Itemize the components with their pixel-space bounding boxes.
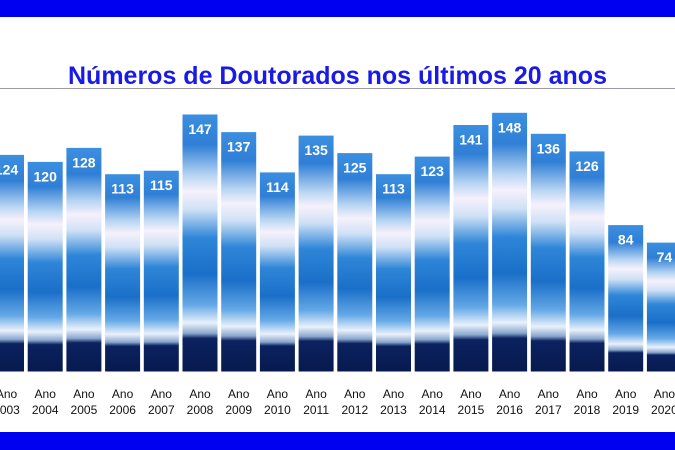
top-frame-bar <box>0 0 675 17</box>
category-label-2017: Ano 2017 <box>535 387 562 417</box>
category-label-2003: Ano2003 <box>0 387 20 417</box>
bottom-frame-bar <box>0 432 675 450</box>
value-label-2008: 147 <box>188 121 212 137</box>
chart-title: Números de Doutorados nos últimos 20 ano… <box>68 62 607 90</box>
bar-2020 <box>645 241 675 373</box>
value-label-2016: 148 <box>498 119 522 135</box>
value-label-2017: 136 <box>537 140 561 156</box>
value-label-2018: 126 <box>575 158 599 174</box>
value-label-2014: 123 <box>421 163 445 179</box>
value-label-2020: 74 <box>657 249 673 265</box>
category-label-2005: Ano 2005 <box>71 387 98 417</box>
value-label-2011: 135 <box>304 142 328 158</box>
value-label-2006: 113 <box>111 181 134 197</box>
category-label-2004: Ano 2004 <box>32 387 59 417</box>
value-label-2015: 141 <box>459 132 483 148</box>
bar-2007 <box>142 169 180 373</box>
bar-2014 <box>413 155 451 373</box>
value-label-2010: 114 <box>266 179 289 195</box>
bar-2017 <box>529 132 567 373</box>
bar-2013 <box>375 173 412 373</box>
value-label-2005: 128 <box>72 154 96 170</box>
bar-2012 <box>336 152 374 373</box>
value-label-2007: 115 <box>150 177 173 193</box>
bar-2006 <box>104 173 142 373</box>
category-label-2010: Ano 2010 <box>264 387 291 417</box>
value-label-2019: 84 <box>618 232 634 248</box>
value-label-2013: 113 <box>382 181 405 197</box>
category-label-2015: Ano 2015 <box>458 387 485 417</box>
category-label-2009: Ano 2009 <box>225 387 252 417</box>
bar-2011 <box>297 134 335 373</box>
category-label-2013: Ano 2013 <box>380 387 407 417</box>
category-label-2012: Ano 2012 <box>341 387 368 417</box>
title-rule <box>0 88 675 89</box>
category-label-2007: Ano 2007 <box>148 387 175 417</box>
bars-group: 124 120 128 113 115 147 137 114 135 125 113 123 141 1… <box>0 111 675 373</box>
category-label-2014: Ano 2014 <box>419 387 446 417</box>
category-label-2016: Ano 2016 <box>496 387 523 417</box>
value-label-2009: 137 <box>227 139 251 155</box>
bar-2009 <box>220 131 258 373</box>
bar-2004 <box>26 160 64 373</box>
category-label-2018: Ano 2018 <box>574 387 601 417</box>
category-label-2019: Ano 2019 <box>612 387 639 417</box>
bar-2005 <box>65 146 103 373</box>
category-label-2008: Ano 2008 <box>187 387 214 417</box>
value-label-2012: 125 <box>343 160 367 176</box>
bar-2015 <box>452 124 490 373</box>
value-label-2003: 124 <box>0 161 18 177</box>
bar-2018 <box>568 150 606 373</box>
bar-2010 <box>258 171 296 373</box>
category-label-2006: Ano 2006 <box>109 387 136 417</box>
category-label-2011: Ano 2011 <box>303 387 329 417</box>
bar-2019 <box>607 224 645 373</box>
category-label-2020: Ano 2020 <box>651 387 675 417</box>
bar-2016 <box>491 111 529 373</box>
value-label-2004: 120 <box>34 168 58 184</box>
bar-2008 <box>181 113 219 373</box>
bar-2003 <box>0 153 25 373</box>
